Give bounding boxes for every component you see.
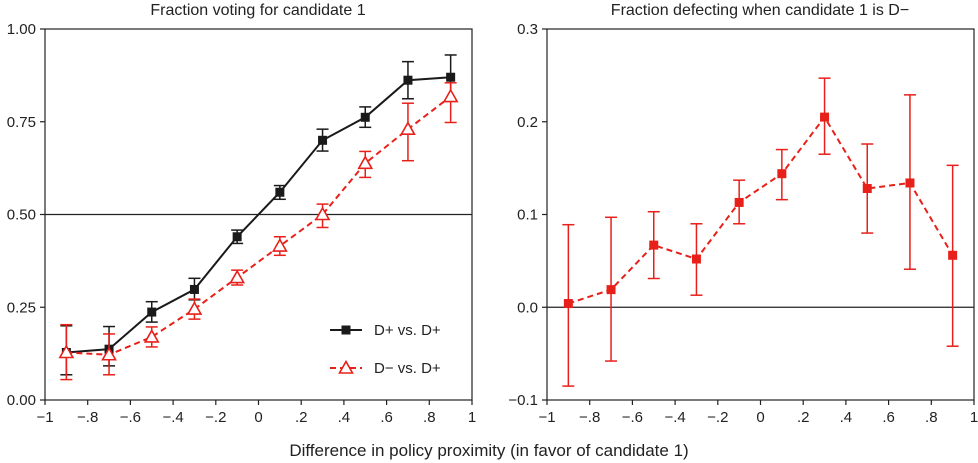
panel-left: Fraction voting for candidate 1 0.00 0.25… <box>7 2 476 426</box>
left-x-tick-label: 1 <box>468 409 476 426</box>
data-point-triangle <box>271 237 288 252</box>
left-x-tick-label: .8 <box>423 409 436 426</box>
right-x-tick-label: −.8 <box>579 409 600 426</box>
data-point-triangle <box>442 88 459 103</box>
data-point-triangle <box>58 344 75 359</box>
legend-item-d-plus: D+ vs. D+ <box>330 322 441 339</box>
data-point-square <box>606 285 616 295</box>
data-point-triangle <box>229 269 246 284</box>
data-point-triangle <box>400 121 416 135</box>
right-y-tick-label: 0.3 <box>517 21 538 38</box>
right-x-tick-label: −.2 <box>707 409 728 426</box>
left-y-tick-label: 0.25 <box>7 299 36 316</box>
data-point-square <box>318 135 328 145</box>
data-point-square <box>649 240 659 250</box>
data-point-square <box>360 112 370 122</box>
series-line <box>66 95 452 356</box>
legend-label-d-minus: D− vs. D+ <box>374 360 441 377</box>
right-y-tick-label: 0.0 <box>517 299 538 316</box>
right-y-tick-label: 0.2 <box>517 114 538 131</box>
left-x-tick-label: −.6 <box>120 409 141 426</box>
right-y-tick-label: −0.1 <box>508 392 538 409</box>
data-point-triangle <box>357 155 374 170</box>
left-x-tick-label: .2 <box>295 409 308 426</box>
left-y-tick-label: 0.75 <box>7 114 36 131</box>
legend: D+ vs. D+ D− vs. D+ <box>330 322 441 377</box>
data-point-square <box>905 178 915 188</box>
data-point-triangle <box>143 328 160 343</box>
legend-marker-square <box>341 325 351 335</box>
right-y-axis: −0.1 0.0 0.1 0.2 0.3 <box>508 21 547 409</box>
left-x-tick-label: .6 <box>380 409 393 426</box>
legend-item-d-minus: D− vs. D+ <box>330 359 441 377</box>
right-x-tick-label: −1 <box>538 409 555 426</box>
left-series-layer <box>58 54 459 381</box>
panel-right: Fraction defecting when candidate 1 is D… <box>508 2 978 426</box>
left-x-tick-label: .4 <box>338 409 351 426</box>
legend-marker-triangle <box>338 359 354 374</box>
left-chart-title: Fraction voting for candidate 1 <box>150 2 365 19</box>
right-x-tick-label: −.4 <box>664 409 685 426</box>
right-x-tick-label: .2 <box>797 409 810 426</box>
data-point-triangle <box>314 206 331 221</box>
data-point-square <box>691 254 701 264</box>
right-x-tick-label: −.6 <box>622 409 643 426</box>
left-y-tick-label: 1.00 <box>7 21 36 38</box>
data-point-square <box>734 197 744 207</box>
left-x-tick-label: −.2 <box>205 409 226 426</box>
data-point-triangle <box>186 300 203 315</box>
right-x-tick-label: .8 <box>925 409 938 426</box>
data-point-square <box>446 72 456 82</box>
left-y-tick-label: 0.00 <box>7 392 36 409</box>
right-x-tick-label: 1 <box>970 409 978 426</box>
right-series-layer <box>562 77 959 387</box>
right-series-0 <box>562 77 959 387</box>
x-axis-label: Difference in policy proximity (in favor… <box>289 441 688 460</box>
data-point-square <box>948 250 958 260</box>
right-y-tick-label: 0.1 <box>517 207 538 224</box>
left-y-axis: 0.00 0.25 0.50 0.75 1.00 <box>7 21 45 409</box>
left-x-tick-label: −1 <box>36 409 53 426</box>
legend-label-d-plus: D+ vs. D+ <box>374 322 441 339</box>
series-line <box>66 76 451 354</box>
data-point-triangle <box>101 346 117 361</box>
data-point-square <box>820 112 830 122</box>
left-series-1 <box>58 82 459 381</box>
left-x-tick-label: 0 <box>254 409 262 426</box>
right-x-axis: −1 −.8 −.6 −.4 −.2 0 .2 .4 .6 .8 1 <box>538 400 978 426</box>
right-x-tick-label: 0 <box>756 409 764 426</box>
data-point-square <box>777 169 787 179</box>
data-point-square <box>189 284 199 294</box>
data-point-square <box>275 187 285 197</box>
data-point-square <box>232 232 242 242</box>
right-x-tick-label: .6 <box>882 409 895 426</box>
data-point-square <box>147 307 157 317</box>
data-point-square <box>563 299 573 309</box>
left-y-tick-label: 0.50 <box>7 207 36 224</box>
right-x-tick-label: .4 <box>840 409 853 426</box>
right-chart-title: Fraction defecting when candidate 1 is D… <box>611 2 909 19</box>
data-point-square <box>862 184 872 194</box>
left-x-tick-label: −.4 <box>162 409 183 426</box>
left-x-tick-label: −.8 <box>77 409 98 426</box>
data-point-square <box>403 75 413 85</box>
series-line <box>568 115 954 305</box>
left-x-axis: −1 −.8 −.6 −.4 −.2 0 .2 .4 .6 .8 1 <box>36 400 476 426</box>
